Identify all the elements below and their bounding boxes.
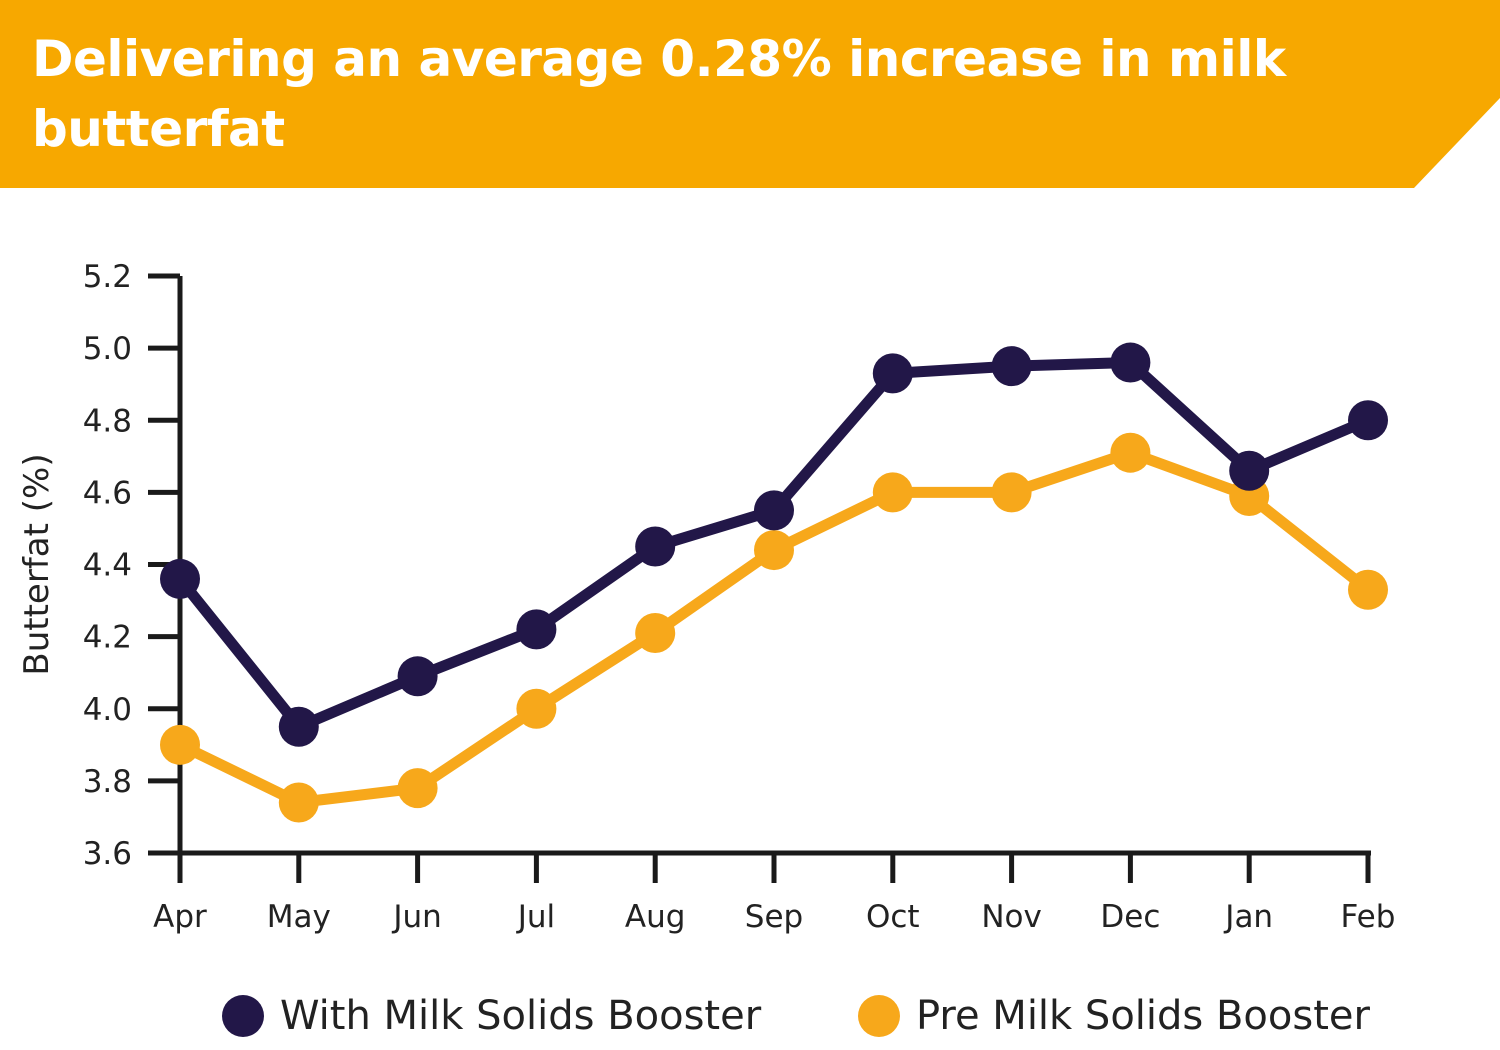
data-point-pre-booster-may [278, 782, 319, 823]
y-tick-label-1: 5.0 [83, 331, 132, 367]
data-point-with-booster-jun [397, 656, 438, 697]
banner-shape [0, 0, 1500, 188]
x-tick-label-jan: Jan [1223, 899, 1273, 935]
legend-item-with-booster: With Milk Solids Booster [222, 988, 761, 1044]
data-point-with-booster-oct [872, 353, 913, 394]
data-point-with-booster-aug [635, 526, 676, 567]
data-point-pre-booster-nov [991, 472, 1032, 513]
y-tick-label-5: 4.2 [83, 620, 132, 656]
chart-legend: With Milk Solids Booster Pre Milk Solids… [0, 980, 1500, 1050]
y-tick-label-4: 4.4 [83, 548, 132, 584]
legend-marker-pre-booster [858, 995, 900, 1037]
data-point-pre-booster-sep [754, 530, 794, 571]
y-axis-label: Butterfat (%) [17, 453, 57, 675]
x-tick-label-may: May [267, 899, 331, 935]
x-tick-label-jul: Jul [516, 899, 555, 935]
y-tick-label-2: 4.8 [83, 403, 132, 439]
x-tick-label-dec: Dec [1100, 899, 1160, 935]
x-tick-label-oct: Oct [866, 899, 920, 935]
data-point-pre-booster-jun [397, 768, 438, 809]
legend-marker-with-booster [222, 995, 264, 1037]
legend-label-pre-booster: Pre Milk Solids Booster [916, 993, 1370, 1039]
data-point-with-booster-jul [516, 609, 557, 650]
x-tick-label-apr: Apr [153, 899, 207, 935]
legend-item-pre-booster: Pre Milk Solids Booster [858, 988, 1370, 1044]
data-point-pre-booster-jul [516, 688, 557, 729]
data-point-pre-booster-dec [1110, 432, 1151, 473]
chart-title: Delivering an average 0.28% increase in … [32, 30, 1286, 158]
title-banner: Delivering an average 0.28% increase in … [0, 0, 1500, 188]
data-point-with-booster-apr [160, 558, 200, 599]
y-tick-label-6: 4.0 [83, 692, 132, 728]
line-chart: 5.2 5.0 4.8 4.6 4.4 4.2 4.0 3.8 3.6 Apr May Jun Jul A… [17, 259, 1396, 935]
data-point-with-booster-may [278, 706, 319, 747]
data-point-pre-booster-oct [872, 472, 913, 513]
x-tick-label-jun: Jun [391, 899, 441, 935]
y-tick-label-0: 5.2 [83, 259, 132, 295]
data-point-pre-booster-apr [160, 724, 200, 765]
data-point-pre-booster-feb [1348, 569, 1388, 610]
x-tick-label-feb: Feb [1341, 899, 1396, 935]
data-point-pre-booster-aug [635, 613, 676, 654]
y-tick-label-8: 3.6 [83, 836, 132, 872]
data-point-with-booster-jan [1229, 450, 1270, 491]
data-point-with-booster-sep [754, 490, 794, 531]
y-tick-label-7: 3.8 [83, 764, 132, 800]
data-point-with-booster-nov [991, 346, 1032, 387]
x-tick-label-nov: Nov [981, 899, 1042, 935]
y-tick-label-3: 4.6 [83, 475, 132, 511]
data-point-with-booster-feb [1348, 400, 1388, 441]
data-point-with-booster-dec [1110, 342, 1151, 383]
legend-label-with-booster: With Milk Solids Booster [280, 993, 762, 1039]
x-tick-label-sep: Sep [745, 899, 803, 935]
x-tick-label-aug: Aug [625, 899, 686, 935]
